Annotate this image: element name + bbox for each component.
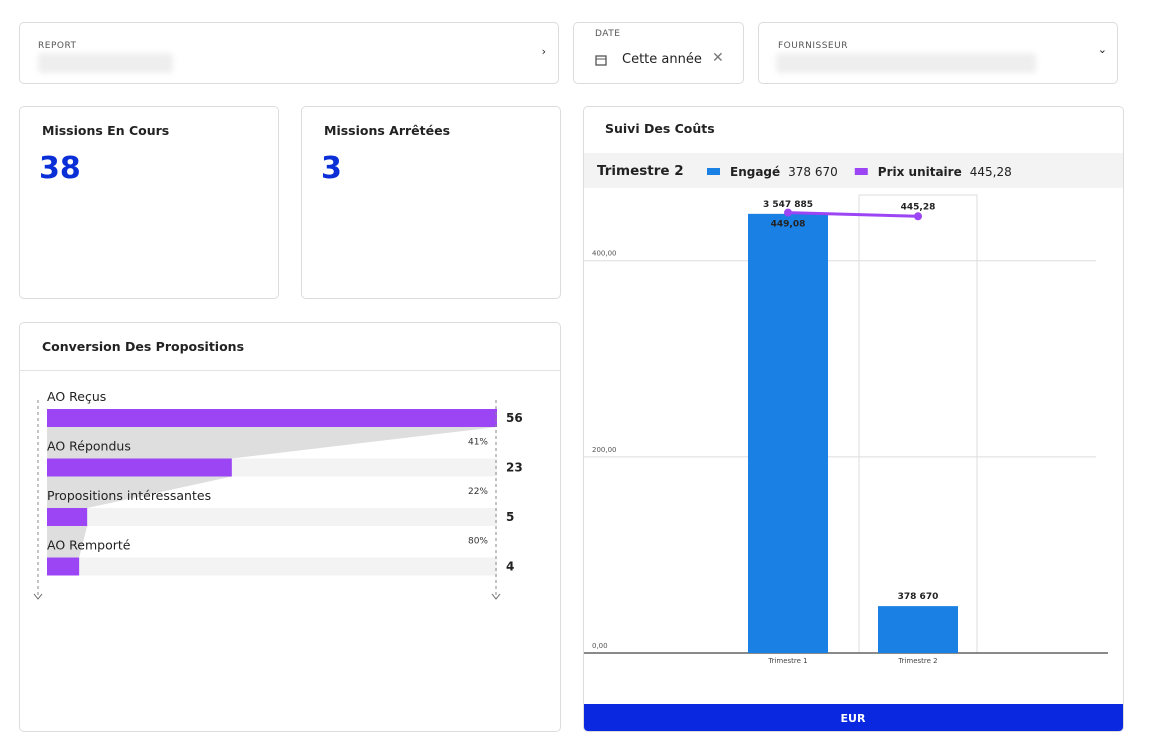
supplier-filter[interactable]: FOURNISSEUR ⌄ — [758, 22, 1118, 84]
cost-card: Suivi Des Coûts Trimestre 2 EUR 0,00 200,… — [583, 106, 1124, 732]
y-tick-label: 400,00 — [592, 250, 617, 258]
report-value — [38, 53, 173, 73]
funnel-connector — [47, 526, 88, 558]
legend-value: 378 670 — [788, 165, 838, 179]
tooltip-band — [584, 153, 1123, 188]
funnel-chart: AO Reçus 56 AO Répondus 23 41% Propositions i… — [33, 389, 523, 600]
kpi-card: Missions En Cours 38 — [19, 106, 279, 299]
stage-label: AO Répondus — [47, 439, 131, 454]
legend-swatch — [707, 168, 720, 175]
track — [47, 557, 497, 576]
unit-bar — [584, 704, 1123, 731]
bar-label: 3 547 885 — [763, 200, 813, 210]
stage-rate: 22% — [468, 487, 488, 497]
x-tick-label: Trimestre 2 — [897, 657, 937, 665]
clear-icon[interactable]: ✕ — [712, 50, 724, 66]
stage-label: Propositions intéressantes — [47, 488, 211, 503]
funnel-card: Conversion Des Propositions AO Reçus 56 AO… — [19, 322, 561, 732]
cost-chart: Suivi Des Coûts Trimestre 2 EUR 0,00 200,… — [584, 121, 1123, 731]
legend-name: Engagé — [730, 165, 780, 179]
supplier-value — [776, 53, 1036, 73]
kpi-title: Missions En Cours — [42, 123, 170, 138]
report-filter[interactable]: REPORT › — [19, 22, 559, 84]
y-tick-label: 0,00 — [592, 642, 608, 650]
kpi-value: 38 — [39, 151, 81, 186]
bar-label: 378 670 — [898, 592, 939, 602]
stage-label: AO Reçus — [47, 389, 106, 404]
date-label: DATE — [595, 29, 621, 39]
chart-title: Suivi Des Coûts — [605, 121, 715, 136]
legend-value: 445,28 — [970, 165, 1012, 179]
kpi-value: 3 — [321, 151, 342, 186]
hover-column — [858, 194, 978, 654]
kpi-card: Missions Arrêtées 3 — [301, 106, 561, 299]
stage-label: AO Remporté — [47, 538, 131, 553]
line-point — [914, 212, 922, 221]
y-tick-label: 200,00 — [592, 446, 617, 454]
stage-bar — [47, 557, 80, 576]
stage-rate: 41% — [468, 438, 488, 448]
line-label: 445,28 — [901, 202, 936, 212]
track — [47, 508, 497, 526]
stage-bar — [47, 508, 88, 526]
legend-swatch — [854, 168, 868, 175]
date-value: Cette année — [622, 52, 702, 67]
line-point — [784, 208, 792, 217]
stage-bar — [47, 458, 232, 477]
funnel-connector — [47, 476, 232, 508]
x-tick-label: Trimestre 1 — [767, 657, 807, 665]
arrow — [491, 593, 501, 600]
stage-value: 5 — [506, 510, 514, 524]
unit-label: EUR — [841, 712, 866, 725]
line-label: 449,08 — [771, 220, 806, 230]
bar — [748, 213, 828, 653]
calendar-icon — [595, 55, 607, 66]
legend-name: Prix unitaire — [878, 165, 962, 179]
report-label: REPORT — [38, 41, 77, 51]
funnel-title: Conversion Des Propositions — [42, 339, 245, 354]
chevron: › — [541, 45, 546, 58]
bar — [878, 606, 958, 653]
stage-value: 23 — [506, 461, 523, 475]
stage-value: 4 — [506, 560, 514, 574]
date-filter[interactable]: DATE Cette année ✕ — [573, 22, 744, 84]
tooltip-category: Trimestre 2 — [597, 163, 684, 179]
stage-value: 56 — [506, 411, 523, 425]
supplier-label: FOURNISSEUR — [778, 41, 848, 51]
stage-rate: 80% — [468, 537, 488, 547]
arrow — [33, 593, 43, 600]
funnel-connector — [47, 427, 497, 459]
line — [787, 211, 919, 218]
divider — [20, 370, 560, 371]
stage-bar — [47, 409, 497, 427]
chevron: ⌄ — [1097, 43, 1107, 56]
kpi-title: Missions Arrêtées — [324, 123, 451, 138]
